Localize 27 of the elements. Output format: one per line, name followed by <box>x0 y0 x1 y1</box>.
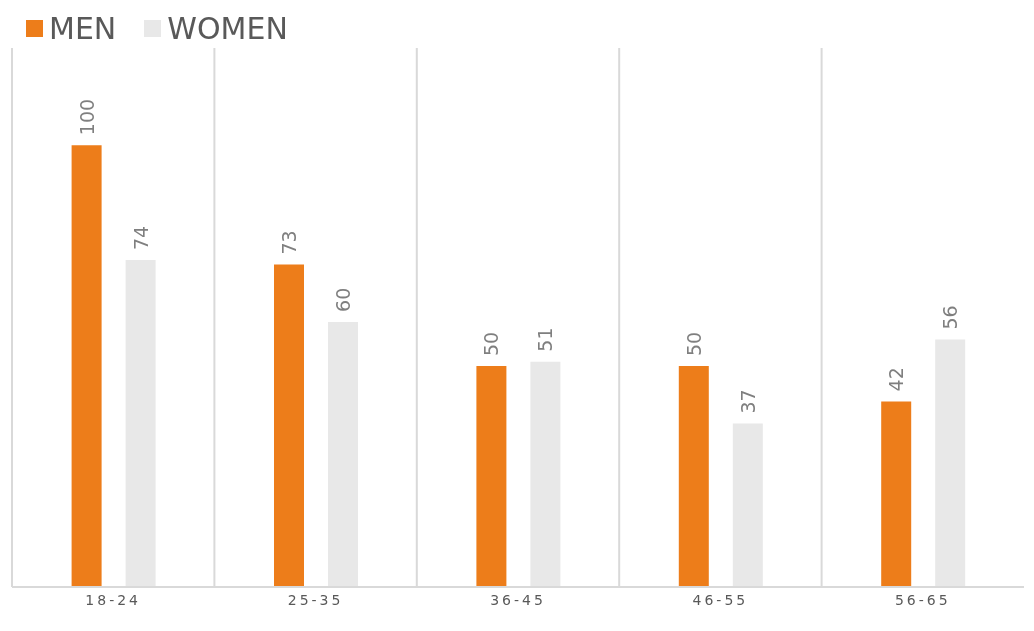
data-label: 50 <box>682 331 705 357</box>
data-label: 60 <box>332 287 354 312</box>
bar <box>881 401 912 587</box>
x-tick-label: 36-45 <box>490 591 546 608</box>
bar <box>530 361 561 587</box>
bar <box>476 366 507 587</box>
data-label: 100 <box>75 98 98 136</box>
data-label: 74 <box>129 225 152 251</box>
x-tick-label: 56-65 <box>894 591 951 608</box>
x-tick-label: 25-35 <box>287 591 344 608</box>
bar <box>328 321 358 587</box>
bar <box>274 264 304 587</box>
bar <box>71 145 102 587</box>
legend-label: WOMEN <box>166 10 288 46</box>
x-tick-label: 18-24 <box>85 591 142 608</box>
legend-label: MEN <box>48 10 117 46</box>
bar <box>935 339 966 587</box>
data-label: 50 <box>480 331 503 357</box>
x-tick-label: 46-55 <box>692 591 749 608</box>
data-label: 73 <box>278 230 300 255</box>
data-label: 56 <box>939 305 962 330</box>
bar <box>125 260 156 587</box>
bar <box>678 366 709 587</box>
data-label: 37 <box>736 389 759 414</box>
data-label: 42 <box>885 367 908 392</box>
data-label: 51 <box>534 327 557 352</box>
bar <box>732 423 763 587</box>
